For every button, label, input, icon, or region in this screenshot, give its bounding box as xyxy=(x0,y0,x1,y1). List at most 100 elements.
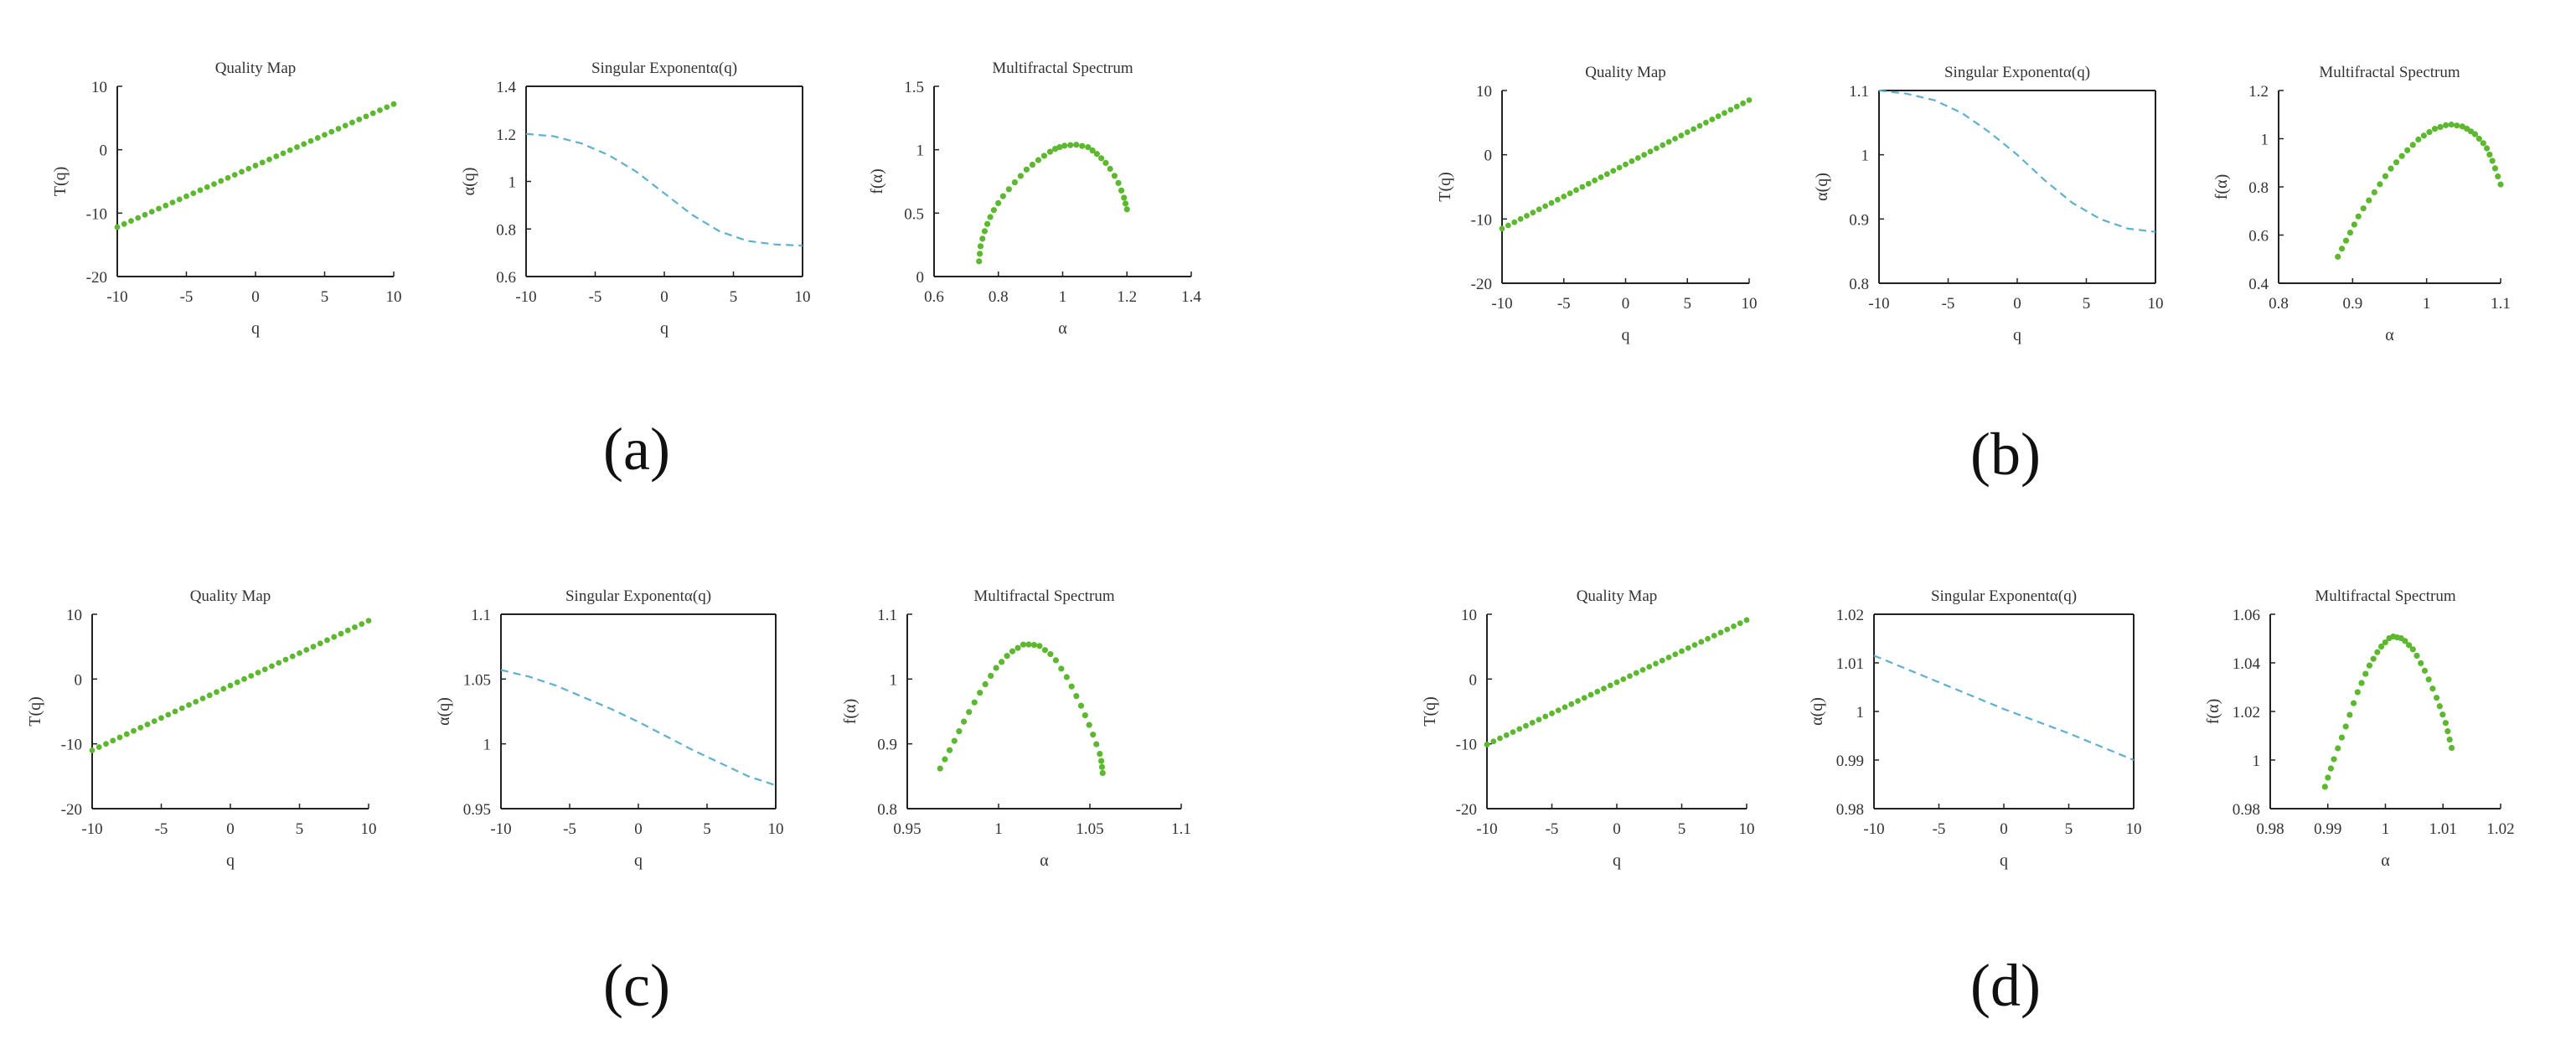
data-point xyxy=(2335,745,2341,752)
data-point xyxy=(1068,683,1075,690)
data-point xyxy=(1093,741,1100,747)
data-point xyxy=(2471,131,2479,137)
data-point xyxy=(1647,148,1654,155)
data-point xyxy=(1715,113,1722,120)
data-point xyxy=(2429,685,2436,692)
data-point xyxy=(2374,649,2381,655)
data-point xyxy=(322,132,328,138)
data-point xyxy=(89,747,96,753)
data-point xyxy=(1554,196,1561,203)
y-tick-label: 1.5 xyxy=(904,79,924,96)
data-point xyxy=(1598,174,1604,180)
data-point xyxy=(214,689,219,696)
y-tick-label: 0 xyxy=(1484,147,1493,165)
data-point xyxy=(2331,756,2337,763)
data-point xyxy=(979,235,986,242)
x-tick-label: -10 xyxy=(1868,295,1889,313)
data-point xyxy=(142,211,148,218)
x-axis-label: α xyxy=(2385,326,2394,344)
data-point xyxy=(165,711,172,718)
data-point xyxy=(1548,199,1555,206)
data-point xyxy=(1098,758,1105,764)
data-point xyxy=(344,627,351,634)
data-point xyxy=(2371,189,2377,196)
data-point xyxy=(352,624,358,630)
y-tick-label: 0.5 xyxy=(904,205,924,223)
y-axis-label: T(q) xyxy=(51,167,70,197)
data-point xyxy=(2431,126,2439,132)
data-point xyxy=(2409,646,2416,653)
x-tick-label: 10 xyxy=(2148,295,2164,313)
data-point xyxy=(2448,744,2455,752)
x-tick-label: 5 xyxy=(730,288,738,306)
data-point xyxy=(2413,652,2420,659)
y-tick-label: 1 xyxy=(916,142,925,160)
data-point xyxy=(1073,142,1080,148)
data-point xyxy=(1709,116,1716,122)
x-axis-label: q xyxy=(660,319,669,338)
chart-title: Singular Exponentα(q) xyxy=(1944,64,2090,81)
y-tick-label: 0.8 xyxy=(496,221,516,239)
data-point xyxy=(1549,710,1555,716)
data-point xyxy=(1740,100,1747,106)
data-point xyxy=(1627,673,1633,680)
data-point xyxy=(1672,136,1678,142)
data-point xyxy=(1073,693,1080,700)
data-point xyxy=(951,737,958,744)
chart-d-10: -10 -5 0 5 10 0.98 0.99 1 1.01 1.02 Singular Expon… xyxy=(1808,587,2142,870)
chart-a-1: -10 -5 0 5 10 0.6 0.8 1 1.2 1.4 Singular Exponentα… xyxy=(460,59,811,338)
data-point xyxy=(2360,205,2367,212)
data-point xyxy=(259,159,266,166)
data-point xyxy=(1505,222,1511,229)
data-point xyxy=(287,147,293,153)
data-point xyxy=(1672,651,1679,658)
y-tick-label: -10 xyxy=(86,205,107,223)
x-tick-label: 10 xyxy=(361,820,377,838)
data-point xyxy=(1005,186,1012,193)
data-point xyxy=(266,156,272,163)
data-point xyxy=(976,258,983,265)
chart-title: Singular Exponentα(q) xyxy=(565,587,711,605)
data-point xyxy=(1063,674,1070,680)
x-tick-label: 5 xyxy=(2065,820,2073,838)
y-tick-label: 1 xyxy=(2261,132,2269,149)
data-point xyxy=(1107,165,1113,173)
x-tick-label: 10 xyxy=(795,288,811,306)
y-tick-label: 10 xyxy=(66,607,82,624)
data-point xyxy=(1099,769,1106,777)
data-point xyxy=(1484,742,1490,747)
y-tick-label: 1 xyxy=(2253,753,2261,770)
data-point xyxy=(239,168,245,175)
x-tick-label: 0.6 xyxy=(924,288,944,306)
data-point xyxy=(135,215,142,221)
data-point xyxy=(211,181,217,188)
x-tick-label: -5 xyxy=(1942,295,1955,313)
data-point xyxy=(314,135,321,141)
data-point xyxy=(1660,142,1666,148)
x-tick-label: -5 xyxy=(589,288,602,306)
data-point xyxy=(206,692,213,699)
data-point xyxy=(2405,642,2413,649)
data-point xyxy=(1097,750,1103,758)
x-tick-label: 1.02 xyxy=(2486,820,2514,838)
data-point xyxy=(1639,666,1646,673)
data-point xyxy=(390,101,397,107)
data-point xyxy=(1040,153,1048,159)
data-point xyxy=(1090,732,1097,738)
data-point xyxy=(2486,151,2493,158)
data-point xyxy=(1696,122,1703,129)
data-point xyxy=(1516,726,1523,732)
x-axis-label: q xyxy=(226,851,235,870)
y-axis-label: T(q) xyxy=(26,696,44,727)
data-point xyxy=(331,634,338,640)
data-point xyxy=(1698,639,1705,645)
data-point xyxy=(1678,132,1685,139)
chart-title: Multifractal Spectrum xyxy=(973,587,1115,605)
data-point xyxy=(1061,142,1068,149)
x-tick-label: 10 xyxy=(1739,820,1755,838)
data-point xyxy=(151,718,157,724)
data-point xyxy=(1524,213,1530,219)
data-point xyxy=(1542,203,1549,209)
data-point xyxy=(2437,123,2444,131)
